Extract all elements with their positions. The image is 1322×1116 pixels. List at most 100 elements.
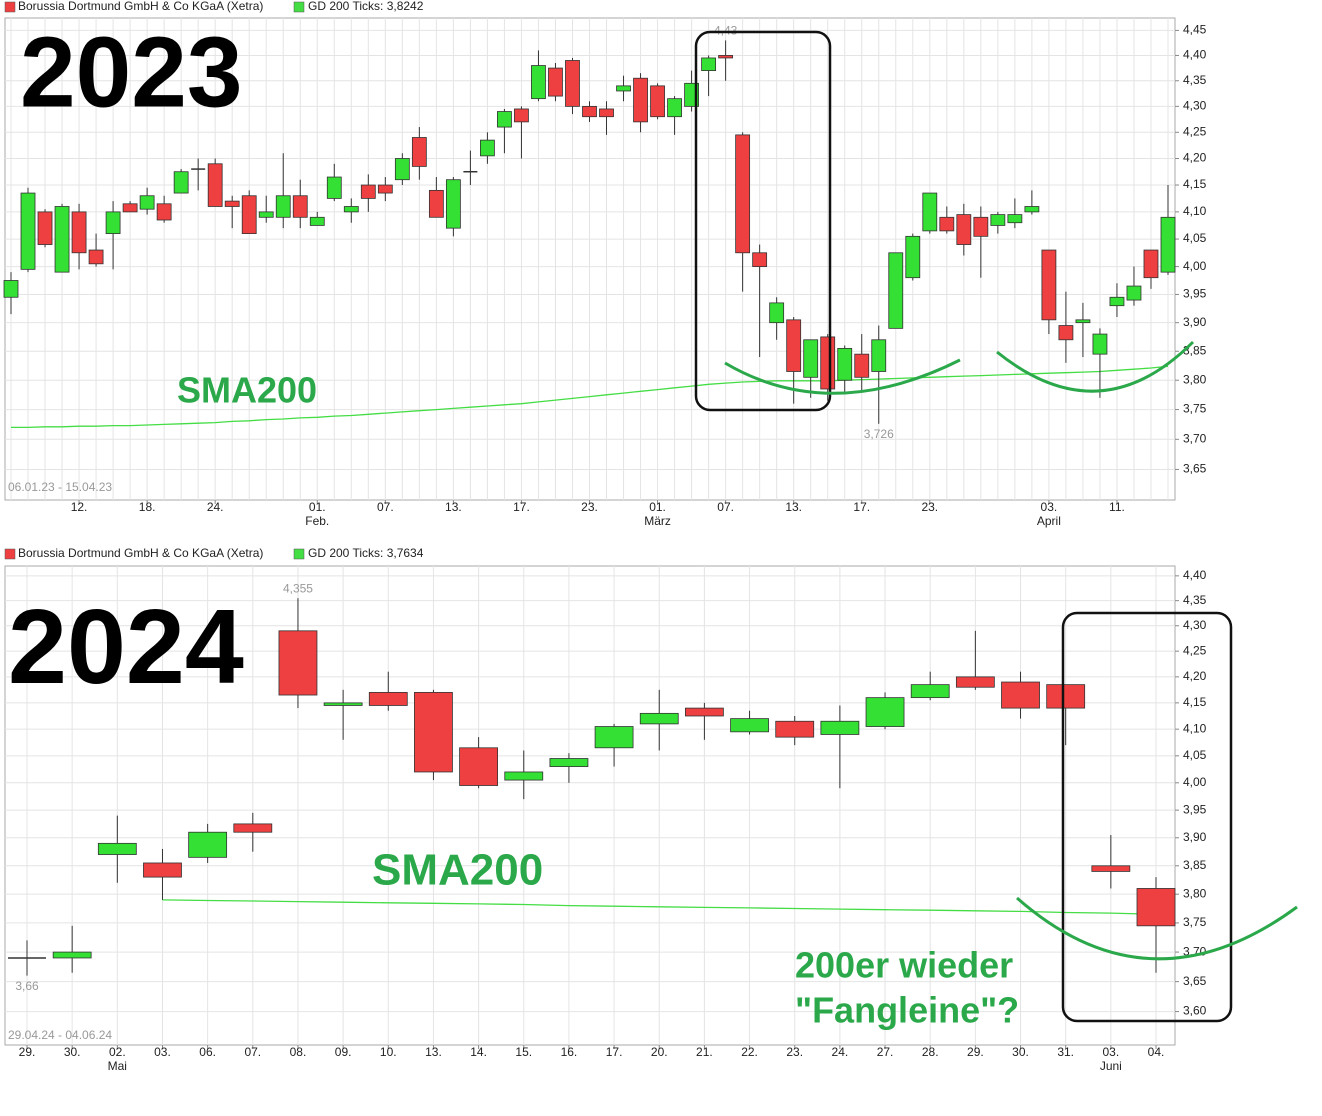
y-tick-label: 4,40 bbox=[1183, 568, 1207, 582]
legend-swatch bbox=[293, 1, 305, 13]
candle-body bbox=[910, 684, 950, 699]
price-label: 3,66 bbox=[15, 979, 39, 993]
candle-body bbox=[143, 862, 182, 878]
x-tick-label: 10. bbox=[380, 1045, 397, 1059]
annotation: SMA200 bbox=[177, 370, 317, 411]
x-tick-label: 17. bbox=[853, 500, 870, 514]
candle-body bbox=[1136, 888, 1176, 927]
candle-body bbox=[1091, 865, 1131, 872]
sma-line bbox=[11, 365, 1169, 429]
price-label: 3,726 bbox=[864, 427, 894, 441]
x-tick-label: 20. bbox=[651, 1045, 668, 1059]
candle-body bbox=[97, 842, 137, 855]
legend-label: GD 200 Ticks: 3,7634 bbox=[308, 546, 424, 560]
candle-body bbox=[156, 203, 172, 221]
price-label: 4,355 bbox=[283, 581, 313, 595]
candle-body bbox=[309, 216, 325, 226]
candle-body bbox=[504, 771, 544, 781]
candle-body bbox=[1001, 681, 1040, 709]
candle-body bbox=[1109, 296, 1125, 307]
candle-body bbox=[865, 697, 905, 727]
y-tick-label: 3,85 bbox=[1183, 858, 1207, 872]
candle-body bbox=[769, 302, 785, 324]
candle-body bbox=[459, 747, 499, 786]
x-tick-label: 16. bbox=[561, 1045, 578, 1059]
candle-body bbox=[701, 57, 717, 71]
x-tick-label: 09. bbox=[335, 1045, 352, 1059]
candle-body bbox=[1024, 206, 1040, 213]
x-month-label: Mai bbox=[108, 1059, 127, 1073]
candle-body bbox=[786, 319, 802, 372]
y-tick-label: 3,65 bbox=[1183, 462, 1207, 476]
x-tick-label: 29. bbox=[967, 1045, 984, 1059]
legend-swatch bbox=[4, 1, 16, 13]
x-tick-label: 18. bbox=[139, 500, 156, 514]
y-tick-label: 4,00 bbox=[1183, 259, 1207, 273]
candle-body bbox=[411, 137, 427, 167]
y-tick-label: 3,75 bbox=[1183, 402, 1207, 416]
candle-body bbox=[368, 692, 408, 706]
x-tick-label: 03. bbox=[1102, 1045, 1119, 1059]
x-tick-label: 07. bbox=[244, 1045, 261, 1059]
candle-body bbox=[594, 726, 634, 749]
candle-body bbox=[837, 347, 853, 381]
candle-body bbox=[1126, 285, 1142, 301]
x-tick-label: 24. bbox=[832, 1045, 849, 1059]
candle-body bbox=[990, 214, 1006, 226]
y-tick-label: 4,05 bbox=[1183, 748, 1207, 762]
candle-body bbox=[1058, 325, 1074, 341]
y-tick-label: 3,85 bbox=[1183, 343, 1207, 357]
candle-body bbox=[565, 60, 580, 107]
candle-body bbox=[139, 195, 155, 210]
y-tick-label: 4,15 bbox=[1183, 177, 1207, 191]
candle-body bbox=[173, 171, 189, 194]
y-tick-label: 4,20 bbox=[1183, 151, 1207, 165]
candle-body bbox=[188, 831, 228, 858]
candle-body bbox=[616, 85, 631, 92]
annotation: "Fangleine"? bbox=[795, 990, 1019, 1031]
candle-body bbox=[414, 692, 453, 773]
x-tick-label: 07. bbox=[377, 500, 394, 514]
curve bbox=[724, 358, 961, 395]
y-tick-label: 3,95 bbox=[1183, 802, 1207, 816]
candle-body bbox=[275, 195, 291, 218]
candle-body bbox=[973, 216, 989, 237]
candle-body bbox=[650, 85, 665, 118]
annotation: 2024 bbox=[8, 588, 244, 706]
candle-body bbox=[633, 77, 648, 123]
candle-body bbox=[803, 339, 819, 378]
candle-body bbox=[52, 951, 92, 959]
x-tick-label: 12. bbox=[71, 500, 88, 514]
plot-area bbox=[4, 565, 1176, 1046]
y-tick-label: 3,90 bbox=[1183, 830, 1207, 844]
candle-body bbox=[956, 214, 972, 245]
candle-body bbox=[258, 211, 274, 218]
candle-body bbox=[514, 108, 529, 123]
curve bbox=[996, 340, 1195, 393]
y-tick-label: 4,25 bbox=[1183, 124, 1207, 138]
x-tick-label: 07. bbox=[717, 500, 734, 514]
y-tick-label: 4,20 bbox=[1183, 669, 1207, 683]
x-tick-label: 08. bbox=[290, 1045, 307, 1059]
candle-body bbox=[326, 176, 342, 199]
curve bbox=[1016, 896, 1298, 961]
x-month-label: Feb. bbox=[305, 514, 329, 528]
y-tick-label: 4,00 bbox=[1183, 775, 1207, 789]
x-tick-label: 01. bbox=[309, 500, 326, 514]
candle-body bbox=[122, 203, 138, 213]
candle-body bbox=[1160, 216, 1176, 273]
candle-body bbox=[905, 235, 921, 279]
y-tick-label: 4,45 bbox=[1183, 23, 1207, 37]
candle-body bbox=[1046, 684, 1086, 709]
x-tick-label: 29. bbox=[19, 1045, 36, 1059]
y-tick-label: 4,35 bbox=[1183, 593, 1207, 607]
candle-body bbox=[685, 707, 724, 717]
candle-body bbox=[730, 718, 769, 733]
candle-body bbox=[428, 189, 444, 218]
x-tick-label: 28. bbox=[922, 1045, 939, 1059]
candle-body bbox=[549, 758, 589, 767]
y-tick-label: 4,25 bbox=[1183, 643, 1207, 657]
annotation: 2023 bbox=[20, 16, 242, 128]
candle-body bbox=[278, 630, 318, 696]
